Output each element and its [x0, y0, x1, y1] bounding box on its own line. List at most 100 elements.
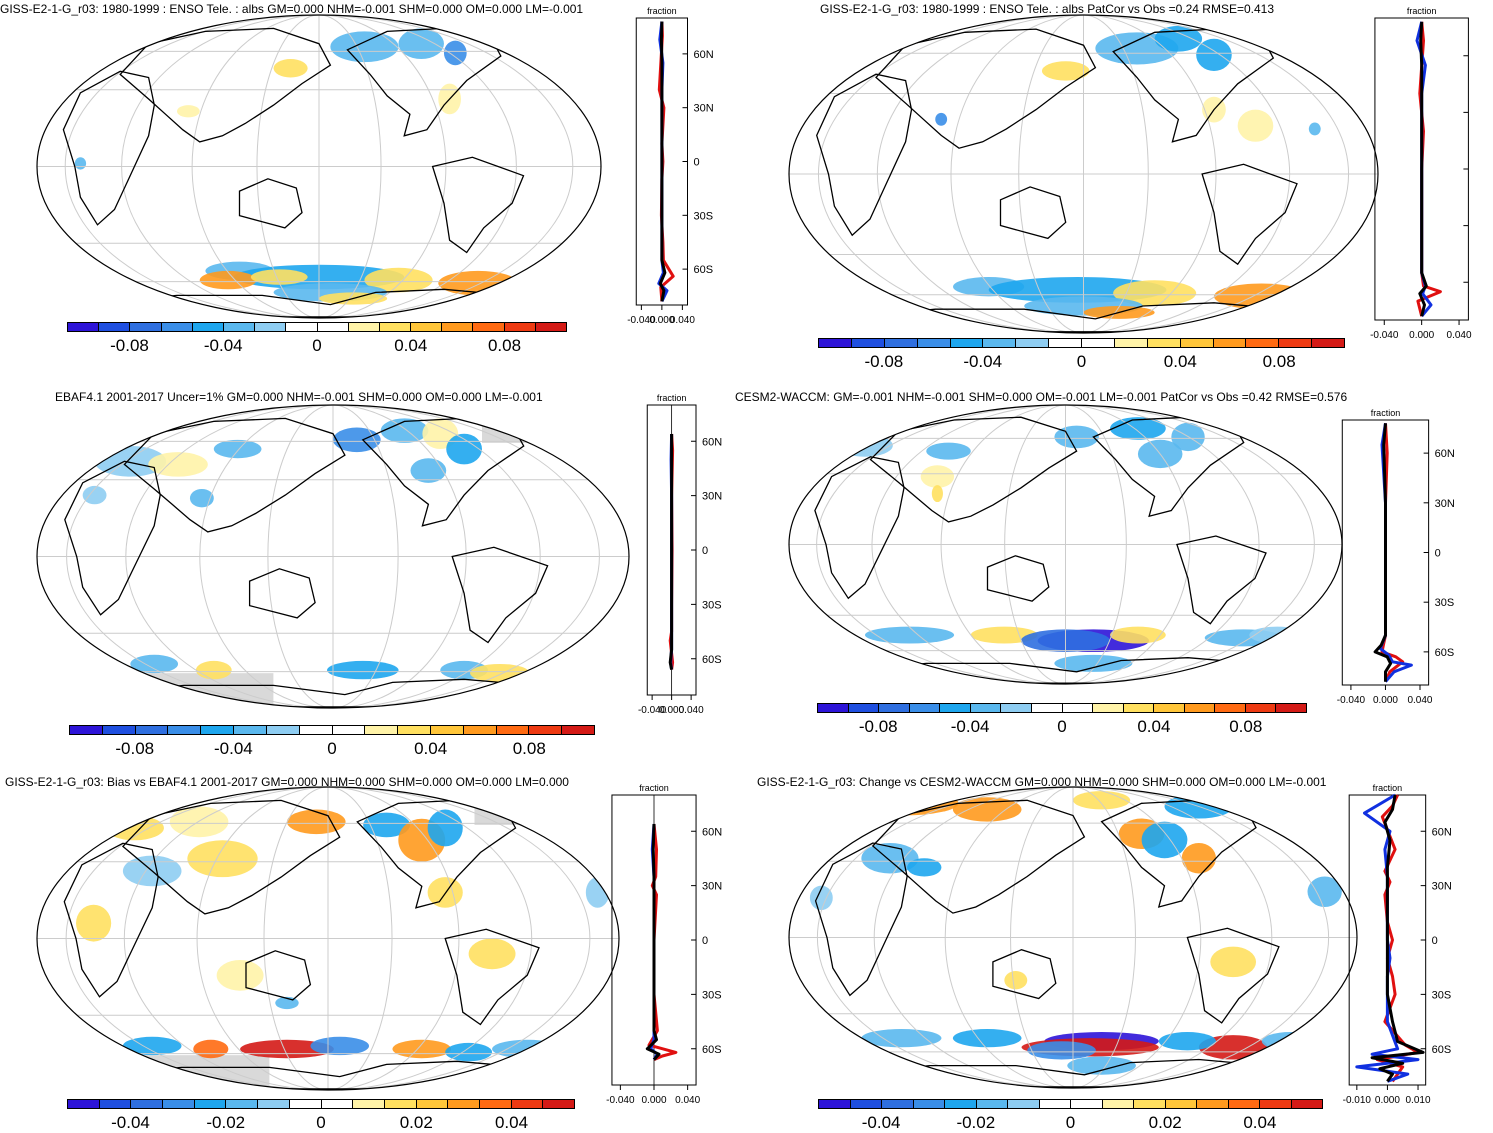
zonal-series-black	[645, 823, 661, 1061]
colorbar-tick-label: -0.08	[864, 352, 904, 371]
zonal-y-tick-label: 60S	[702, 654, 722, 666]
colorbar-cell	[976, 1100, 1008, 1108]
anomaly-region	[1196, 38, 1232, 71]
graticule-line	[121, 15, 517, 318]
colorbar-tick-label: -0.04	[214, 739, 253, 758]
zonal-x-tick-label: -0.040	[1337, 695, 1366, 706]
anomaly-region	[392, 1039, 452, 1059]
colorbar-tick-label: 0	[1076, 352, 1087, 371]
anomaly-region	[1237, 109, 1274, 142]
colorbar-cell	[1102, 1100, 1134, 1108]
zonal-x-tick-label: 0.040	[675, 1095, 700, 1106]
colorbar-tick-label: 0	[312, 336, 322, 355]
colorbar-cell	[317, 323, 349, 331]
zonal-x-label: fraction	[1373, 783, 1403, 793]
graticule-line	[64, 15, 574, 318]
coastline	[1186, 927, 1280, 1024]
map-content	[37, 405, 629, 708]
zonal-x-tick-label: 0.040	[1407, 695, 1432, 706]
anomaly-region	[327, 660, 399, 680]
graticule-line	[263, 787, 393, 1090]
zonal-y-tick-label: 30S	[694, 210, 714, 222]
anomaly-region	[82, 485, 107, 505]
colorbar-cell	[851, 339, 885, 347]
anomaly-region	[216, 959, 264, 991]
anomaly-region	[148, 452, 208, 477]
colorbar-cell	[448, 1100, 480, 1108]
zonal-y-tick-label: 30N	[694, 103, 714, 115]
colorbar-cell	[1039, 1100, 1071, 1108]
colorbar-cell	[442, 323, 474, 331]
colorbar-cell	[1001, 704, 1032, 712]
zonal-y-tick-label: 60N	[702, 436, 722, 448]
anomaly-region	[1054, 425, 1099, 449]
colorbar-cell	[529, 726, 563, 734]
colorbar-cells	[818, 338, 1345, 348]
missing-data-area	[106, 673, 274, 708]
zonal-x-label: fraction	[1371, 408, 1401, 418]
colorbar-cell	[879, 704, 910, 712]
anomaly-region	[76, 904, 112, 942]
colorbar-cell	[1276, 704, 1306, 712]
anomaly-region	[364, 267, 433, 293]
anomaly-region	[1307, 876, 1342, 907]
colorbar-cell	[398, 726, 431, 734]
colorbar-tick-label: 0.04	[1243, 1113, 1277, 1132]
zonal-y-tick-label: 30S	[1435, 597, 1455, 609]
anomaly-region	[1198, 1035, 1268, 1060]
zonal-x-label: fraction	[657, 393, 687, 403]
graticule-line	[1018, 15, 1149, 333]
colorbar-cell	[940, 704, 971, 712]
anomaly-region	[74, 157, 87, 170]
zonal-series-black	[1418, 21, 1428, 317]
missing-data-area	[474, 794, 534, 825]
colorbar-cell	[884, 339, 918, 347]
anomaly-region	[1004, 971, 1028, 990]
coastline	[1201, 163, 1298, 266]
colorbar-cell	[353, 1100, 385, 1108]
zonal-y-tick-label: 60N	[1435, 448, 1455, 460]
zonal-y-tick-label: 60S	[1432, 1044, 1452, 1056]
anomaly-region	[195, 660, 232, 680]
map-border	[36, 786, 620, 1091]
zonal-x-tick-label: -0.040	[638, 705, 667, 716]
colorbar-cell	[970, 704, 1002, 712]
colorbar-cell	[99, 323, 131, 331]
anomaly-region	[864, 626, 955, 644]
world-map	[788, 786, 1358, 1089]
colorbar-cell	[1291, 1100, 1322, 1108]
panel-title: GISS-E2-1-G_r03: 1980-1999 : ENSO Tele. …	[0, 2, 584, 16]
anomaly-region	[333, 427, 381, 453]
colorbar-cell	[511, 1100, 544, 1108]
panel-title: GISS-E2-1-G_r03: Change vs CESM2-WACCM G…	[757, 775, 1327, 789]
colorbar-tick-label: -0.08	[858, 717, 898, 736]
zonal-x-tick-label: 0.000	[1409, 330, 1434, 341]
colorbar-cell	[1123, 704, 1155, 712]
panel-title: EBAF4.1 2001-2017 Uncer=1% GM=0.000 NHM=…	[55, 390, 543, 404]
colorbar-tick-label: 0.08	[512, 739, 546, 758]
panel-title: GISS-E2-1-G_r03: 1980-1999 : ENSO Tele. …	[820, 2, 1275, 16]
colorbar-cell	[463, 726, 497, 734]
colorbar-cell	[258, 1100, 290, 1108]
zonal-mean-plot: fraction -0.040 0.000 0.040	[1370, 6, 1472, 341]
anomaly-region	[363, 812, 411, 838]
colorbar-cell	[1312, 339, 1344, 347]
anomaly-region	[76, 1039, 112, 1059]
graticule-line	[123, 787, 533, 1090]
zonal-y-tick-label: 30S	[1432, 989, 1452, 1001]
colorbar-cell	[1093, 704, 1124, 712]
graticule-line	[816, 405, 1315, 684]
zonal-y-tick-label: 30S	[702, 989, 722, 1001]
anomaly-region	[443, 40, 467, 66]
panel-title: GISS-E2-1-G_r03: Bias vs EBAF4.1 2001-20…	[5, 775, 569, 789]
anomaly-region	[468, 938, 516, 970]
anomaly-region	[1158, 1032, 1216, 1051]
colorbar-cell	[266, 726, 300, 734]
graticule-line	[196, 787, 460, 1090]
coastline	[999, 186, 1067, 240]
anomaly-region	[446, 433, 482, 465]
colorbar-cell	[201, 726, 235, 734]
zonal-x-label: fraction	[647, 6, 677, 16]
